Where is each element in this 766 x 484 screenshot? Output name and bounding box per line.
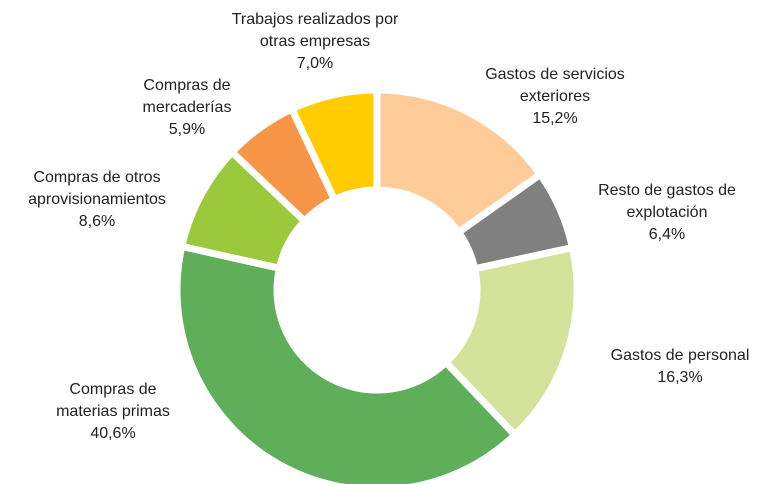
segment-label: Gastos de personal 16,3% xyxy=(590,345,766,389)
category-name: Compras de otros aprovisionamientos xyxy=(28,169,166,208)
category-name: Compras de materias primas xyxy=(56,381,170,420)
segment-label: Trabajos realizados por otras empresas 7,… xyxy=(228,9,403,75)
segment-label: Resto de gastos de explotación 6,4% xyxy=(585,180,750,246)
donut-segment xyxy=(373,86,546,238)
category-name: Resto de gastos de explotación xyxy=(598,182,736,221)
category-name: Trabajos realizados por otras empresas xyxy=(231,11,399,50)
value-label: 16,3% xyxy=(657,369,703,386)
value-label: 15,2% xyxy=(532,110,578,127)
donut-segment xyxy=(287,86,381,205)
value-label: 5,9% xyxy=(168,121,206,138)
category-name: Gastos de servicios exteriores xyxy=(485,66,625,105)
segment-label: Compras de otros aprovisionamientos 8,6% xyxy=(10,167,185,233)
value-label: 6,4% xyxy=(648,226,686,243)
donut-segment xyxy=(173,242,520,484)
segment-label: Compras de mercaderías 5,9% xyxy=(130,75,245,141)
category-name: Compras de mercaderías xyxy=(142,77,232,116)
donut-segment xyxy=(440,243,581,440)
value-label: 7,0% xyxy=(296,55,334,72)
segment-label: Gastos de servicios exteriores 15,2% xyxy=(468,64,643,130)
category-name: Gastos de personal xyxy=(610,347,750,364)
segment-label: Compras de materias primas 40,6% xyxy=(46,379,181,445)
value-label: 8,6% xyxy=(78,213,116,230)
value-label: 40,6% xyxy=(90,425,136,442)
